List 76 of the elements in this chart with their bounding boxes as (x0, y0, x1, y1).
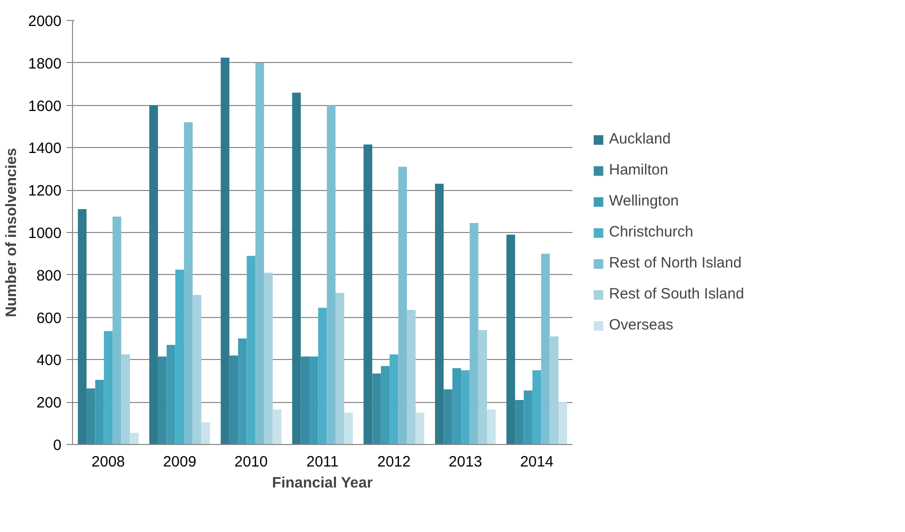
legend-label: Auckland (609, 130, 671, 148)
bar (461, 370, 470, 444)
bar (398, 166, 407, 444)
x-axis-title: Financial Year (272, 474, 373, 492)
legend-label: Overseas (609, 316, 674, 334)
bar (95, 380, 104, 444)
bar (175, 270, 184, 444)
y-tick-label: 2000 (28, 13, 62, 30)
bar (292, 92, 301, 444)
bar (515, 400, 524, 444)
bar (78, 209, 87, 444)
bar (318, 308, 327, 444)
bar (201, 422, 210, 444)
bar (558, 402, 568, 444)
bar (149, 105, 158, 444)
legend-label: Wellington (609, 192, 679, 210)
bar (326, 105, 336, 444)
legend-label: Rest of South Island (609, 286, 744, 302)
bar (541, 254, 550, 444)
bar (336, 292, 344, 444)
y-tick-label: 200 (36, 394, 62, 412)
bar (372, 373, 381, 444)
bar (121, 354, 130, 444)
bar (506, 234, 516, 444)
bar (104, 331, 113, 444)
bar (184, 122, 193, 444)
bar (390, 354, 398, 444)
bar (86, 388, 96, 444)
legend-label: Rest of North Island (609, 254, 742, 272)
bar (130, 432, 139, 444)
bar (192, 295, 202, 444)
bar (524, 390, 532, 444)
bar (166, 344, 176, 444)
bar (550, 336, 558, 444)
y-tick-label: 800 (36, 267, 62, 284)
x-tick-label: 2014 (520, 454, 554, 470)
bar (309, 356, 318, 444)
bar (380, 366, 390, 444)
bar (272, 410, 282, 444)
bar (246, 256, 256, 444)
x-tick-label: 2010 (234, 454, 268, 470)
bar (470, 222, 478, 444)
legend-label: Christchurch (609, 224, 694, 240)
bar (406, 310, 416, 444)
y-tick-label: 400 (36, 352, 62, 370)
bar (452, 368, 462, 444)
bar (532, 370, 542, 444)
bar (416, 412, 424, 444)
y-tick-label: 1400 (28, 140, 62, 158)
y-tick-label: 1800 (28, 55, 62, 72)
bar (478, 330, 488, 444)
x-tick-label: 2013 (448, 454, 482, 470)
x-tick-label: 2008 (92, 454, 125, 470)
bar (264, 272, 273, 444)
bar (255, 62, 264, 444)
y-tick-label: 1000 (28, 225, 62, 242)
bar (158, 356, 167, 444)
bar (220, 58, 230, 444)
bar (112, 216, 122, 444)
y-tick-label: 600 (36, 310, 62, 327)
bar (435, 184, 444, 444)
x-tick-label: 2011 (306, 454, 339, 470)
y-tick-label: 1200 (28, 182, 62, 200)
bar (444, 389, 452, 444)
bar (487, 410, 496, 444)
legend-label: Hamilton (609, 162, 668, 178)
bar (344, 412, 353, 444)
y-tick-label: 0 (53, 437, 62, 454)
bar (229, 355, 238, 444)
y-axis-title: Number of insolvencies (3, 148, 20, 318)
bar (238, 338, 247, 444)
x-tick-label: 2012 (377, 454, 411, 470)
bar (300, 356, 310, 444)
x-tick-label: 2009 (162, 454, 196, 470)
y-tick-label: 1600 (28, 98, 62, 115)
bar (364, 144, 372, 444)
